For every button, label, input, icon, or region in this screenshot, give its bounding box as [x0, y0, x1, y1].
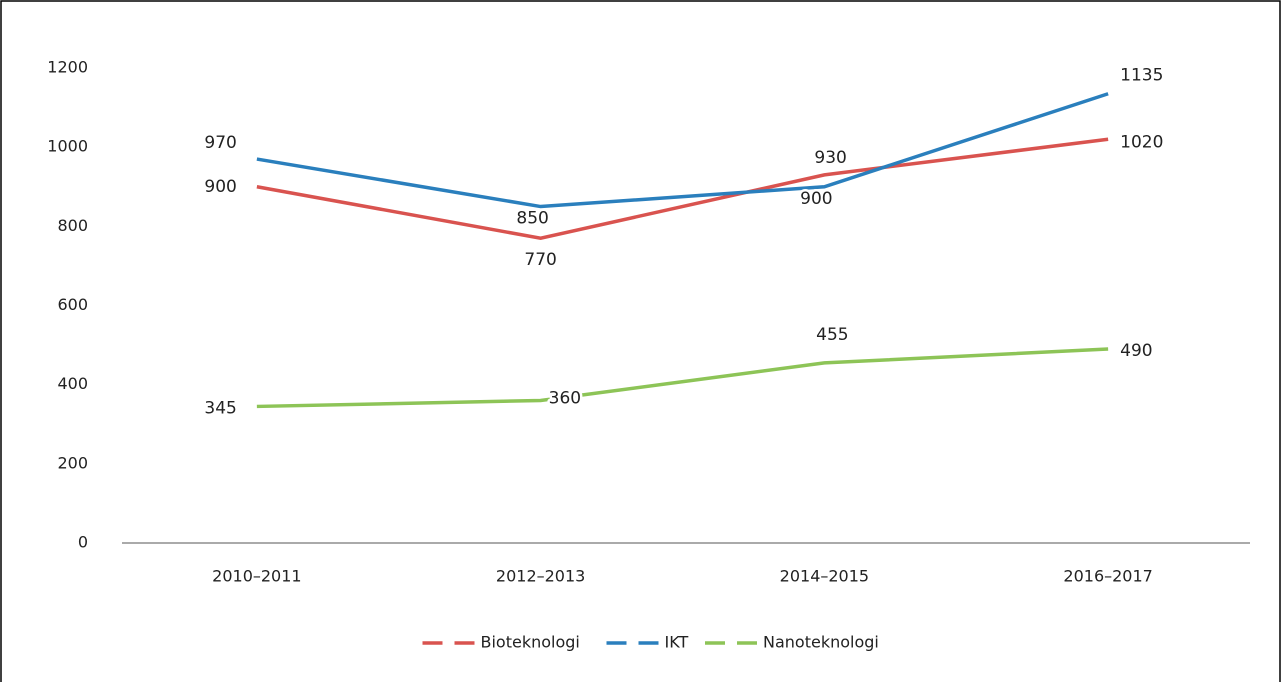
- data-label: 1135: [1120, 66, 1163, 86]
- x-tick-label: 2016–2017: [1063, 567, 1152, 586]
- data-label: 1020: [1120, 132, 1163, 152]
- line: [256, 92, 1109, 209]
- data-label: 850: [516, 209, 548, 229]
- y-tick-label: 1000: [47, 137, 88, 156]
- data-label: 900: [204, 177, 236, 197]
- y-tick-label: 800: [57, 216, 88, 235]
- data-label: 345: [204, 398, 236, 418]
- data-label: 970: [204, 133, 236, 153]
- y-tick-label: 0: [78, 533, 88, 552]
- line: [256, 347, 1109, 409]
- data-label: 900: [800, 189, 832, 209]
- series-2: [256, 347, 1109, 409]
- x-tick-label: 2010–2011: [212, 567, 301, 586]
- data-label: 770: [524, 250, 556, 270]
- data-label: 490: [1120, 341, 1152, 361]
- series-1: [256, 92, 1109, 209]
- legend-label: Bioteknologi: [481, 633, 580, 652]
- x-tick-label: 2012–2013: [496, 567, 585, 586]
- x-tick-label: 2014–2015: [780, 567, 869, 586]
- y-tick-label: 1200: [47, 58, 88, 77]
- data-label: 930: [814, 148, 846, 168]
- y-tick-label: 200: [57, 453, 88, 472]
- y-tick-label: 400: [57, 374, 88, 393]
- legend-label: IKT: [665, 633, 689, 652]
- legend-label: Nanoteknologi: [763, 633, 879, 652]
- data-label: 455: [816, 325, 848, 345]
- data-label: 360: [549, 389, 581, 409]
- series-0: [256, 137, 1109, 240]
- y-tick-label: 600: [57, 295, 88, 314]
- line: [256, 137, 1109, 240]
